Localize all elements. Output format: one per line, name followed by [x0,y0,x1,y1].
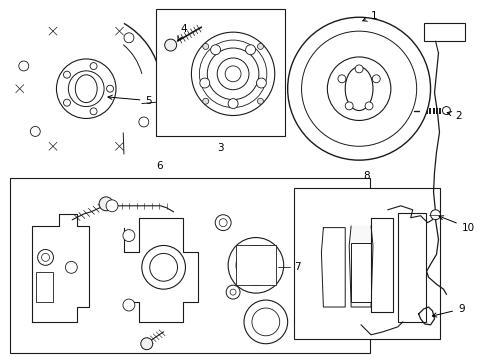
Bar [439,108,441,113]
Bar [155,9,284,136]
Circle shape [219,219,226,227]
Circle shape [106,200,118,212]
Bar [421,108,423,113]
Circle shape [63,71,70,78]
Text: 4: 4 [178,24,186,40]
Bar [350,243,370,302]
Circle shape [164,39,176,51]
Circle shape [215,215,231,231]
Circle shape [142,246,185,289]
Circle shape [301,31,416,146]
Circle shape [149,253,177,281]
Circle shape [429,210,440,220]
Text: 1: 1 [362,11,377,21]
Circle shape [30,126,40,136]
Circle shape [90,108,97,115]
Bar [10,178,369,353]
Circle shape [203,98,208,104]
Circle shape [38,249,53,265]
Bar [442,108,444,113]
Circle shape [99,197,113,211]
Circle shape [371,75,380,83]
Circle shape [90,63,97,69]
Circle shape [141,338,152,350]
Text: 8: 8 [363,171,369,181]
Polygon shape [348,226,372,307]
Bar [418,108,420,113]
Bar [435,108,437,113]
Text: 2: 2 [446,111,461,121]
Circle shape [63,99,70,106]
Bar [236,246,275,285]
Text: 6: 6 [156,161,163,171]
Bar [428,108,430,113]
Text: 7: 7 [294,262,300,272]
Circle shape [139,117,148,127]
Ellipse shape [345,67,372,111]
Circle shape [207,48,258,100]
Text: 3: 3 [217,143,223,153]
Circle shape [345,102,352,110]
Circle shape [106,85,113,92]
Circle shape [210,45,220,55]
Bar [397,213,425,322]
Circle shape [122,299,135,311]
Circle shape [354,65,362,73]
Circle shape [337,75,345,83]
Circle shape [326,57,390,121]
Circle shape [122,230,135,242]
Circle shape [287,17,429,160]
Text: 5: 5 [108,95,152,105]
Bar [425,108,427,113]
Circle shape [124,33,134,43]
Circle shape [200,78,209,88]
Bar [423,23,464,41]
Circle shape [251,308,279,336]
Circle shape [245,45,255,55]
Circle shape [365,102,372,110]
Circle shape [236,246,275,285]
Circle shape [203,44,208,49]
Circle shape [224,66,241,82]
Circle shape [199,40,266,108]
Circle shape [191,32,274,116]
Circle shape [68,71,104,107]
Text: 10: 10 [438,216,474,233]
Text: 9: 9 [431,304,464,317]
Circle shape [228,99,238,109]
Circle shape [19,61,29,71]
Bar [293,188,440,339]
Circle shape [257,98,263,104]
Circle shape [257,44,263,49]
Circle shape [442,107,449,114]
Circle shape [244,300,287,344]
Circle shape [56,59,116,118]
Circle shape [65,261,77,273]
Circle shape [256,78,266,88]
Bar [432,108,434,113]
Circle shape [217,58,248,90]
Bar [36,272,53,302]
Ellipse shape [75,75,97,103]
Circle shape [228,238,283,293]
Circle shape [41,253,49,261]
Circle shape [230,289,236,295]
Circle shape [225,285,240,299]
